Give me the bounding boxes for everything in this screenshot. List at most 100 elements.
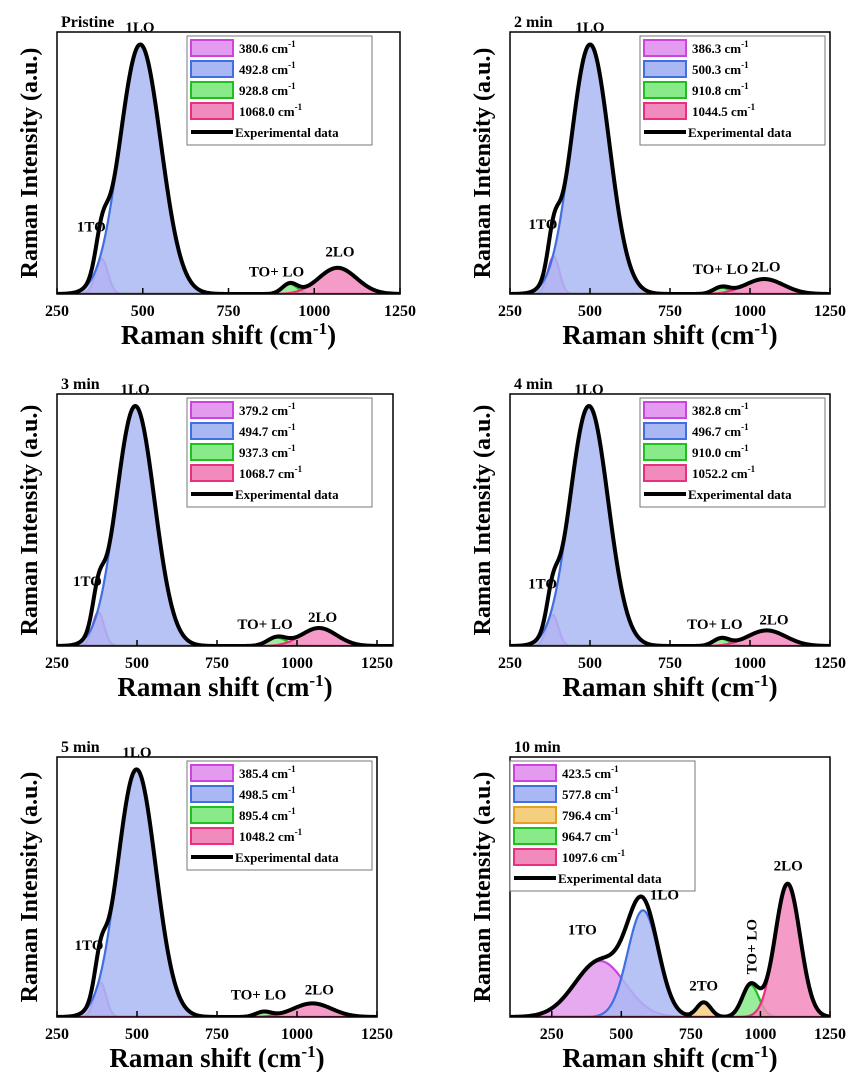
panel-title: 3 min: [61, 376, 100, 393]
x-tick-label: 500: [578, 655, 602, 672]
legend-entry: 964.7 cm-1: [562, 827, 619, 844]
peak-annotation: 2LO: [305, 983, 334, 999]
x-tick-label: 1250: [814, 1026, 846, 1043]
legend-entry: 423.5 cm-1: [562, 764, 619, 781]
legend-swatch: [513, 764, 557, 782]
x-tick-label: 1000: [734, 655, 766, 672]
x-tick-label: 750: [679, 1026, 703, 1043]
x-tick-label: 1250: [361, 1026, 393, 1043]
y-axis-label: Raman Intensity (a.u.): [17, 772, 43, 1003]
legend-entry: 910.0 cm-1: [692, 443, 749, 460]
peak-annotation: 1TO: [528, 576, 557, 592]
legend-entry: 498.5 cm-1: [239, 785, 296, 802]
legend-entry: 386.3 cm-1: [692, 39, 749, 56]
peak-annotation: TO+ LO: [693, 262, 748, 278]
legend-swatch: [190, 827, 234, 845]
peak-annotation: 1LO: [120, 382, 149, 398]
peak-annotation: 2LO: [308, 610, 337, 626]
legend-box: [509, 760, 696, 892]
x-tick-label: 750: [658, 655, 682, 672]
x-tick-label: 250: [45, 655, 69, 672]
peak-annotation: TO+ LO: [687, 617, 742, 633]
x-tick-label: 750: [205, 1026, 229, 1043]
peak-annotation: 1TO: [568, 922, 597, 938]
x-tick-label: 250: [498, 303, 522, 320]
legend-swatch: [643, 443, 687, 461]
x-tick-label: 1000: [281, 1026, 313, 1043]
peak-annotation: 1LO: [125, 20, 154, 36]
panel-p3: 250 500 750 1000 1250 4 min Raman shift (cm-1)…: [470, 376, 846, 702]
panel-p5: 250 500 750 1000 1250 10 min Raman shift (cm-1…: [470, 739, 846, 1072]
legend-swatch: [643, 422, 687, 440]
legend: 380.6 cm-1 492.8 cm-1 928.8 cm-1 1068.0 cm-…: [186, 35, 373, 146]
panel-title: 4 min: [514, 376, 553, 393]
x-tick-label: 750: [217, 303, 241, 320]
legend-entry: 895.4 cm-1: [239, 806, 296, 823]
peak-annotation: 1TO: [529, 217, 558, 233]
x-tick-label: 500: [131, 303, 155, 320]
legend: 379.2 cm-1 494.7 cm-1 937.3 cm-1 1068.7 cm-…: [186, 397, 373, 508]
experimental-curve: [510, 881, 830, 1017]
legend-entry: 1068.7 cm-1: [239, 464, 303, 481]
x-axis-label: Raman shift (cm-1): [562, 671, 777, 702]
legend-swatch: [190, 785, 234, 803]
legend-entry: 577.8 cm-1: [562, 785, 619, 802]
y-axis-label: Raman Intensity (a.u.): [17, 405, 43, 636]
x-tick-label: 1000: [744, 1026, 776, 1043]
x-axis-label: Raman shift (cm-1): [562, 319, 777, 350]
legend-entry: 910.8 cm-1: [692, 81, 749, 98]
legend-entry-experimental: Experimental data: [558, 871, 662, 886]
legend-entry: 937.3 cm-1: [239, 443, 296, 460]
y-axis-label: Raman Intensity (a.u.): [470, 48, 496, 279]
peak-annotation: 1LO: [574, 382, 603, 398]
panel-title: 5 min: [61, 739, 100, 756]
legend-swatch: [190, 39, 234, 57]
peak-annotation: 1TO: [75, 938, 104, 954]
panel-p0: 250 500 750 1000 1250 Pristine Raman shift (cm…: [17, 14, 416, 350]
x-tick-label: 1250: [814, 655, 846, 672]
peak-annotation: 2LO: [325, 245, 354, 261]
legend-entry: 385.4 cm-1: [239, 764, 296, 781]
plot-area: [510, 881, 830, 1017]
legend-swatch: [513, 827, 557, 845]
legend-swatch: [643, 102, 687, 120]
legend-entry: 796.4 cm-1: [562, 806, 619, 823]
x-tick-label: 250: [45, 1026, 69, 1043]
legend-swatch: [190, 102, 234, 120]
legend-entry: 1068.0 cm-1: [239, 102, 303, 119]
x-tick-label: 750: [658, 303, 682, 320]
legend-swatch: [190, 764, 234, 782]
x-tick-label: 750: [205, 655, 229, 672]
peak-annotation: TO+ LO: [231, 988, 286, 1004]
legend-entry: 1044.5 cm-1: [692, 102, 756, 119]
legend-swatch: [513, 785, 557, 803]
x-tick-label: 250: [540, 1026, 564, 1043]
peak-annotation: 2LO: [774, 858, 803, 874]
panel-title: 2 min: [514, 14, 553, 31]
legend-entry-experimental: Experimental data: [688, 487, 792, 502]
x-tick-label: 1250: [384, 303, 416, 320]
legend-swatch: [190, 464, 234, 482]
panel-p1: 250 500 750 1000 1250 2 min Raman shift (cm-1)…: [470, 14, 846, 350]
legend-swatch: [513, 848, 557, 866]
peak-annotation: 1LO: [122, 745, 151, 761]
x-tick-label: 1000: [734, 303, 766, 320]
peak-annotation: 1TO: [77, 220, 106, 236]
legend-entry: 492.8 cm-1: [239, 60, 296, 77]
x-axis-label: Raman shift (cm-1): [117, 671, 332, 702]
legend-swatch: [643, 39, 687, 57]
legend: 386.3 cm-1 500.3 cm-1 910.8 cm-1 1044.5 cm-…: [639, 35, 826, 146]
legend-entry: 380.6 cm-1: [239, 39, 296, 56]
x-tick-label: 250: [45, 303, 69, 320]
x-axis-label: Raman shift (cm-1): [121, 319, 336, 350]
legend-entry: 494.7 cm-1: [239, 422, 296, 439]
legend-entry-experimental: Experimental data: [235, 487, 339, 502]
legend: 382.8 cm-1 496.7 cm-1 910.0 cm-1 1052.2 cm-…: [639, 397, 826, 508]
x-tick-label: 250: [498, 655, 522, 672]
x-axis-label: Raman shift (cm-1): [109, 1042, 324, 1072]
legend-swatch: [643, 401, 687, 419]
x-tick-label: 500: [125, 1026, 149, 1043]
peak-annotation: TO+ LO: [249, 265, 304, 281]
panel-title: Pristine: [61, 14, 114, 31]
